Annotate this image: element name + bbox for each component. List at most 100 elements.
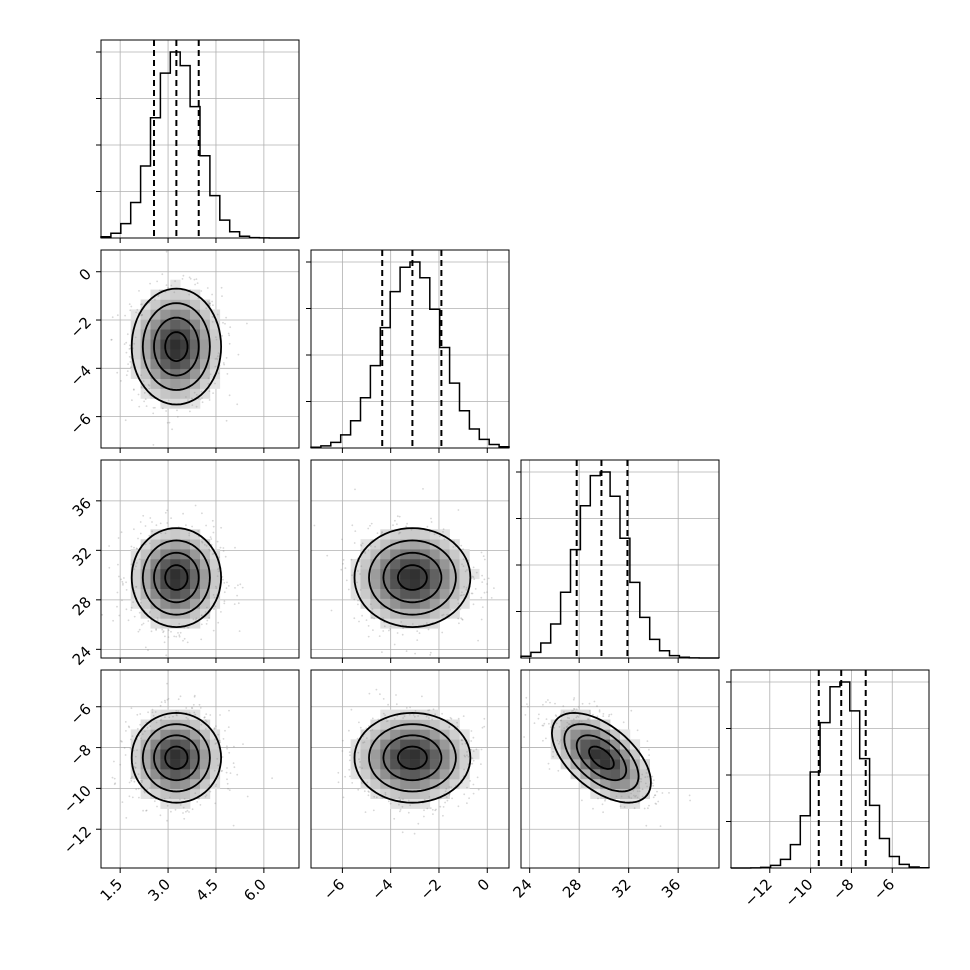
density-cell [180,709,191,720]
density-cell [150,568,161,580]
sample-point [208,399,211,401]
sample-point [356,581,358,584]
sample-point [175,635,178,638]
sample-point [228,751,231,754]
sample-point [459,608,462,611]
sample-point [198,797,200,800]
sample-point [523,736,525,738]
density-cell [419,618,431,629]
sample-point [218,739,221,742]
y-tick-label-param-3: −12 [60,822,95,857]
sample-point [120,578,122,581]
sample-point [480,763,482,765]
sample-point [644,782,647,785]
density-cell [160,368,171,379]
sample-point [117,537,120,539]
sample-point [572,698,575,701]
density-cell [160,759,171,770]
contour-0.5-sigma [588,745,615,770]
sample-point [136,562,138,564]
sample-point [648,804,650,807]
sample-point [225,587,228,590]
density-cell [360,759,371,770]
sample-point [350,558,353,561]
density-cell [459,759,470,770]
sample-point [645,824,648,827]
sample-point [377,718,380,721]
sample-point [434,809,437,812]
sample-point [242,743,244,745]
sample-point [126,370,129,372]
sample-point [483,725,486,728]
sample-point [446,613,448,616]
density-cell [140,309,151,320]
sample-point [214,738,217,741]
sample-point [466,786,468,789]
sample-point [575,716,578,719]
density-cell [209,778,221,790]
density-cell [370,588,381,599]
sample-point [136,727,139,730]
sample-point [201,512,203,515]
sample-point [146,788,149,791]
sample-point [112,619,114,622]
density-cell [459,739,470,750]
sample-point [195,405,198,408]
sample-point [602,713,605,715]
sample-point [387,703,389,706]
sample-point [376,532,379,535]
sample-point [445,787,448,790]
sample-point [357,599,359,602]
sample-point [353,542,356,544]
density-cell [400,749,411,760]
density-cell [449,719,460,730]
sample-point [160,701,163,703]
sample-point [429,654,432,656]
sample-point [213,596,216,599]
density-cell [560,719,571,730]
sample-point [216,358,219,361]
sample-point [222,738,225,740]
sample-point [226,373,229,375]
sample-point [137,630,140,633]
sample-point [633,807,636,810]
sample-point [130,777,132,780]
sample-point [159,704,162,707]
sample-point [131,735,134,737]
sample-point [457,509,460,511]
sample-point [200,723,203,726]
sample-point [141,781,143,784]
sample-point [483,558,486,561]
density-cell [160,598,171,609]
sample-point [179,695,182,698]
contour-1-sigma [153,316,200,377]
sample-point [215,783,218,786]
x-tick-label-param-1: −2 [417,875,445,903]
density-cell [410,759,421,770]
sample-point [654,802,657,805]
density-cell [150,319,161,330]
density-cell [590,778,601,790]
density-cell [200,598,211,609]
density-cell [550,739,561,750]
sample-point [471,592,474,595]
sample-point [129,738,132,741]
sample-point [472,603,475,606]
sample-point [215,742,218,745]
density-cell [410,598,421,609]
density-cell [170,568,181,580]
density-cell [170,798,181,809]
density-cell [209,739,221,750]
density-cell [209,568,221,580]
sample-point [226,778,228,781]
sample-point [170,517,173,519]
density-cell [130,549,141,560]
sample-point [209,714,212,716]
sample-point [120,740,122,742]
density-cell [380,578,391,589]
gridlines-layer [101,40,929,868]
sample-point [151,708,154,711]
sample-point [212,525,215,528]
sample-point [212,531,215,534]
density-cell [130,598,141,609]
